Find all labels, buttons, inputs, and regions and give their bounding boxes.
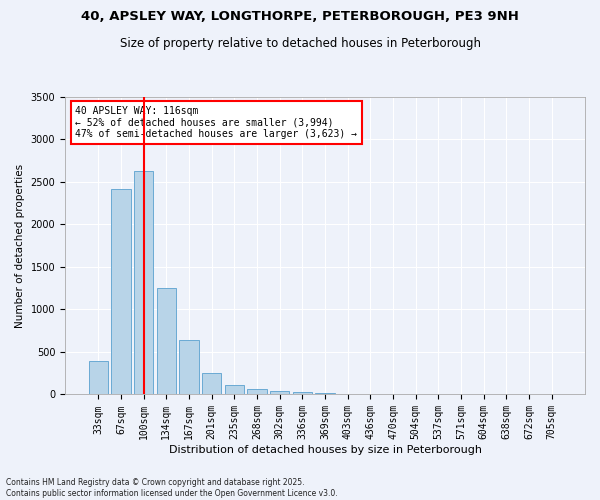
X-axis label: Distribution of detached houses by size in Peterborough: Distribution of detached houses by size … <box>169 445 482 455</box>
Bar <box>293 392 312 394</box>
Bar <box>224 385 244 394</box>
Y-axis label: Number of detached properties: Number of detached properties <box>15 164 25 328</box>
Bar <box>202 373 221 394</box>
Bar <box>157 288 176 395</box>
Text: Size of property relative to detached houses in Peterborough: Size of property relative to detached ho… <box>119 38 481 51</box>
Text: Contains HM Land Registry data © Crown copyright and database right 2025.
Contai: Contains HM Land Registry data © Crown c… <box>6 478 338 498</box>
Bar <box>89 362 108 394</box>
Bar <box>316 393 335 394</box>
Text: 40, APSLEY WAY, LONGTHORPE, PETERBOROUGH, PE3 9NH: 40, APSLEY WAY, LONGTHORPE, PETERBOROUGH… <box>81 10 519 23</box>
Bar <box>134 171 153 394</box>
Bar <box>270 390 289 394</box>
Text: 40 APSLEY WAY: 116sqm
← 52% of detached houses are smaller (3,994)
47% of semi-d: 40 APSLEY WAY: 116sqm ← 52% of detached … <box>76 106 358 139</box>
Bar <box>247 389 266 394</box>
Bar <box>179 340 199 394</box>
Bar <box>112 189 131 394</box>
